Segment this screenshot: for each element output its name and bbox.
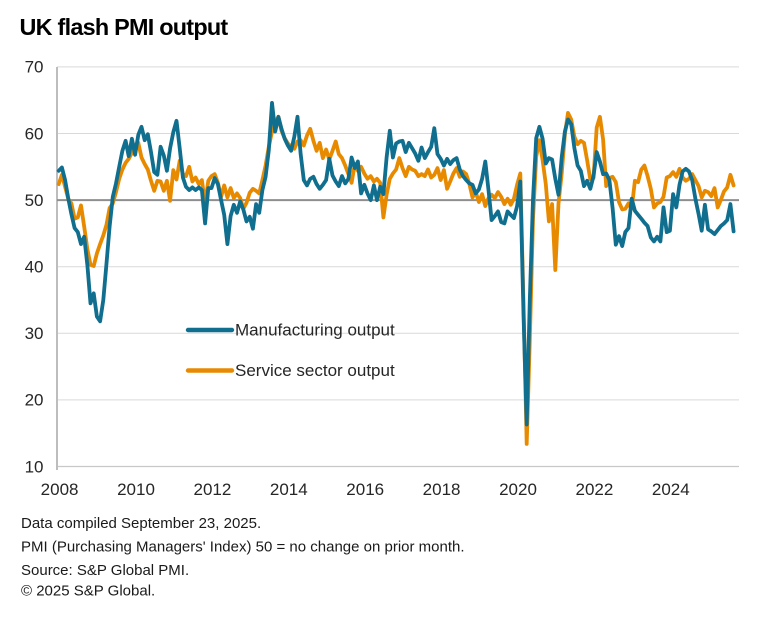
- svg-text:2022: 2022: [575, 480, 613, 499]
- svg-text:UK flash PMI output: UK flash PMI output: [20, 14, 229, 40]
- svg-text:2016: 2016: [346, 480, 384, 499]
- svg-text:40: 40: [25, 258, 44, 277]
- svg-text:PMI (Purchasing Managers' Inde: PMI (Purchasing Managers' Index) 50 = no…: [21, 539, 465, 556]
- svg-text:Source: S&P Global PMI.: Source: S&P Global PMI.: [21, 562, 189, 579]
- svg-text:2010: 2010: [117, 480, 155, 499]
- svg-text:2020: 2020: [499, 480, 537, 499]
- svg-text:70: 70: [25, 58, 44, 77]
- svg-text:2014: 2014: [270, 480, 308, 499]
- svg-text:2012: 2012: [193, 480, 231, 499]
- svg-text:20: 20: [25, 391, 44, 410]
- svg-text:2008: 2008: [41, 480, 79, 499]
- svg-text:10: 10: [25, 457, 44, 476]
- svg-text:2024: 2024: [652, 480, 690, 499]
- svg-text:Data compiled September 23, 20: Data compiled September 23, 2025.: [21, 515, 261, 532]
- svg-text:© 2025 S&P Global.: © 2025 S&P Global.: [21, 583, 155, 600]
- svg-text:Service sector output: Service sector output: [235, 361, 395, 380]
- svg-text:50: 50: [25, 191, 44, 210]
- svg-text:30: 30: [25, 324, 44, 343]
- svg-text:60: 60: [25, 124, 44, 143]
- svg-text:Manufacturing output: Manufacturing output: [235, 321, 395, 340]
- svg-text:2018: 2018: [423, 480, 461, 499]
